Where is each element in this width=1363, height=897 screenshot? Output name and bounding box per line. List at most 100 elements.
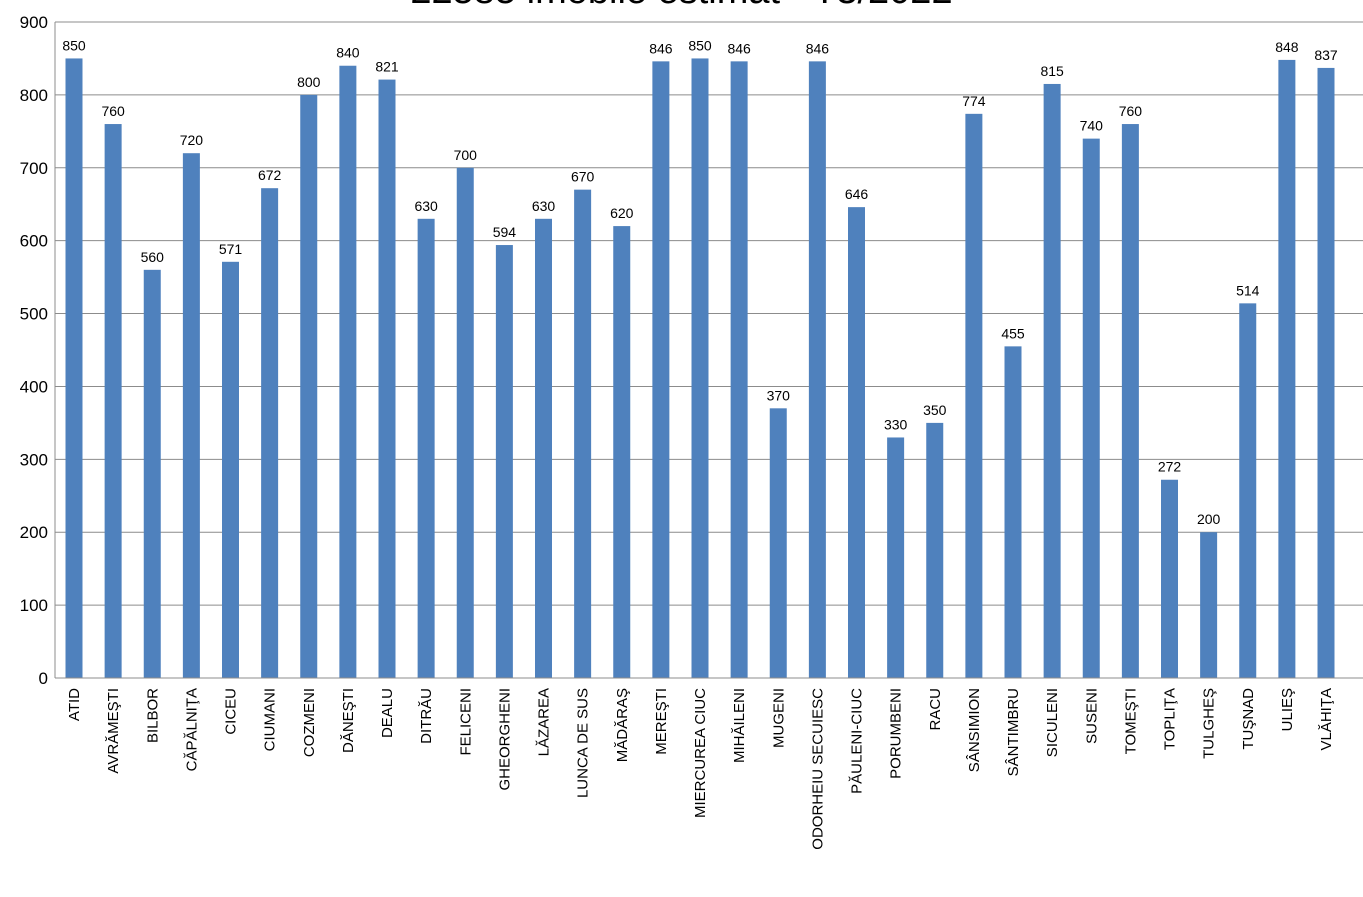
bar: [730, 61, 748, 679]
y-tick-label: 900: [20, 13, 48, 32]
bar: [926, 422, 944, 678]
y-tick-label: 800: [20, 86, 48, 105]
bar: [652, 61, 670, 679]
data-label: 837: [1314, 47, 1338, 63]
data-label: 850: [688, 37, 712, 53]
axes: [54, 22, 1363, 679]
category-label: TUŞNAD: [1240, 688, 1257, 750]
bar: [143, 269, 161, 678]
bar: [417, 218, 435, 679]
category-label: CĂPĂLNIŢA: [183, 688, 200, 771]
data-label: 350: [923, 402, 947, 418]
data-label: 850: [62, 37, 86, 53]
category-label: DĂNEŞTI: [340, 688, 357, 753]
category-label: MIERCUREA CIUC: [692, 688, 709, 818]
y-tick-label: 500: [20, 305, 48, 324]
data-label: 330: [884, 416, 908, 432]
bar: [1200, 532, 1218, 678]
category-label: LUNCA DE SUS: [575, 688, 592, 798]
bar: [300, 94, 318, 678]
y-tick-label: 0: [39, 669, 48, 688]
bar: [1317, 67, 1335, 679]
labels: 0 100 200 300 400 500 600 700 800 900 850 ATID 760 AV…: [20, 13, 1338, 850]
category-label: TOPLIŢA: [1162, 688, 1179, 750]
data-label: 846: [649, 40, 673, 56]
bar: [456, 167, 474, 678]
category-label: SÂNSIMION: [966, 688, 983, 772]
data-label: 514: [1236, 282, 1260, 298]
category-label: DEALU: [379, 688, 396, 738]
category-label: ATID: [66, 688, 83, 721]
y-tick-label: 100: [20, 596, 48, 615]
data-label: 670: [571, 169, 595, 185]
data-label: 272: [1158, 459, 1182, 475]
data-label: 700: [454, 147, 478, 163]
bar: [1043, 83, 1061, 678]
category-label: SUSENI: [1083, 688, 1100, 744]
bar: [808, 61, 826, 679]
category-label: FELICENI: [457, 688, 474, 756]
chart-title: 22585 imobile estimat - T3/2022: [0, 0, 1363, 13]
y-tick-label: 200: [20, 523, 48, 542]
category-label: DITRĂU: [418, 688, 435, 744]
category-label: SÂNTIMBRU: [1005, 688, 1022, 776]
bar: [495, 245, 513, 679]
bar: [1082, 138, 1100, 679]
category-label: CICEU: [223, 688, 240, 735]
category-label: BILBOR: [144, 688, 161, 743]
category-label: PĂULENI-CIUC: [849, 688, 866, 794]
data-label: 455: [1001, 325, 1025, 341]
data-label: 846: [806, 40, 830, 56]
bar: [1278, 59, 1296, 678]
bar: [848, 207, 865, 679]
category-label: CIUMANI: [262, 688, 279, 751]
data-label: 630: [414, 198, 438, 214]
bar: [1004, 346, 1022, 678]
category-label: AVRĂMEŞTI: [105, 688, 122, 774]
category-label: TOMEŞTI: [1122, 688, 1139, 754]
data-label: 672: [258, 167, 282, 183]
data-label: 848: [1275, 39, 1299, 55]
bar: [613, 226, 631, 679]
data-label: 630: [532, 198, 556, 214]
data-label: 646: [845, 186, 869, 202]
data-label: 200: [1197, 511, 1221, 527]
category-label: VLĂHIŢA: [1318, 688, 1335, 751]
bar: [887, 437, 905, 678]
category-label: ULIEŞ: [1279, 688, 1296, 731]
data-label: 571: [219, 241, 243, 257]
bar: [691, 58, 709, 678]
bar: [535, 218, 552, 679]
bar: [222, 261, 239, 678]
category-label: PORUMBENI: [888, 688, 905, 779]
bar: [769, 408, 787, 678]
category-label: SICULENI: [1044, 688, 1061, 757]
bars: [65, 58, 1335, 679]
category-label: RACU: [927, 688, 944, 731]
data-label: 370: [767, 387, 791, 403]
bar: [182, 153, 200, 678]
bar: [1121, 124, 1139, 679]
category-label: COZMENI: [301, 688, 318, 757]
y-tick-label: 400: [20, 377, 48, 396]
category-label: ODORHEIU SECUIESC: [809, 688, 826, 850]
data-label: 620: [610, 205, 634, 221]
category-label: MEREŞTI: [653, 688, 670, 755]
category-label: LĂZAREA: [536, 688, 553, 756]
bar: [1239, 303, 1257, 678]
category-label: GHEORGHENI: [496, 688, 513, 791]
bar: [965, 113, 983, 679]
data-label: 760: [101, 103, 125, 119]
data-label: 840: [336, 45, 360, 61]
data-label: 800: [297, 74, 321, 90]
data-label: 815: [1040, 63, 1064, 79]
data-label: 774: [962, 93, 986, 109]
data-label: 821: [375, 59, 399, 75]
category-label: MIHĂILENI: [731, 688, 748, 763]
y-tick-label: 300: [20, 450, 48, 469]
data-label: 560: [141, 249, 165, 265]
bar: [339, 65, 357, 678]
data-label: 846: [727, 40, 751, 56]
y-tick-label: 700: [20, 159, 48, 178]
